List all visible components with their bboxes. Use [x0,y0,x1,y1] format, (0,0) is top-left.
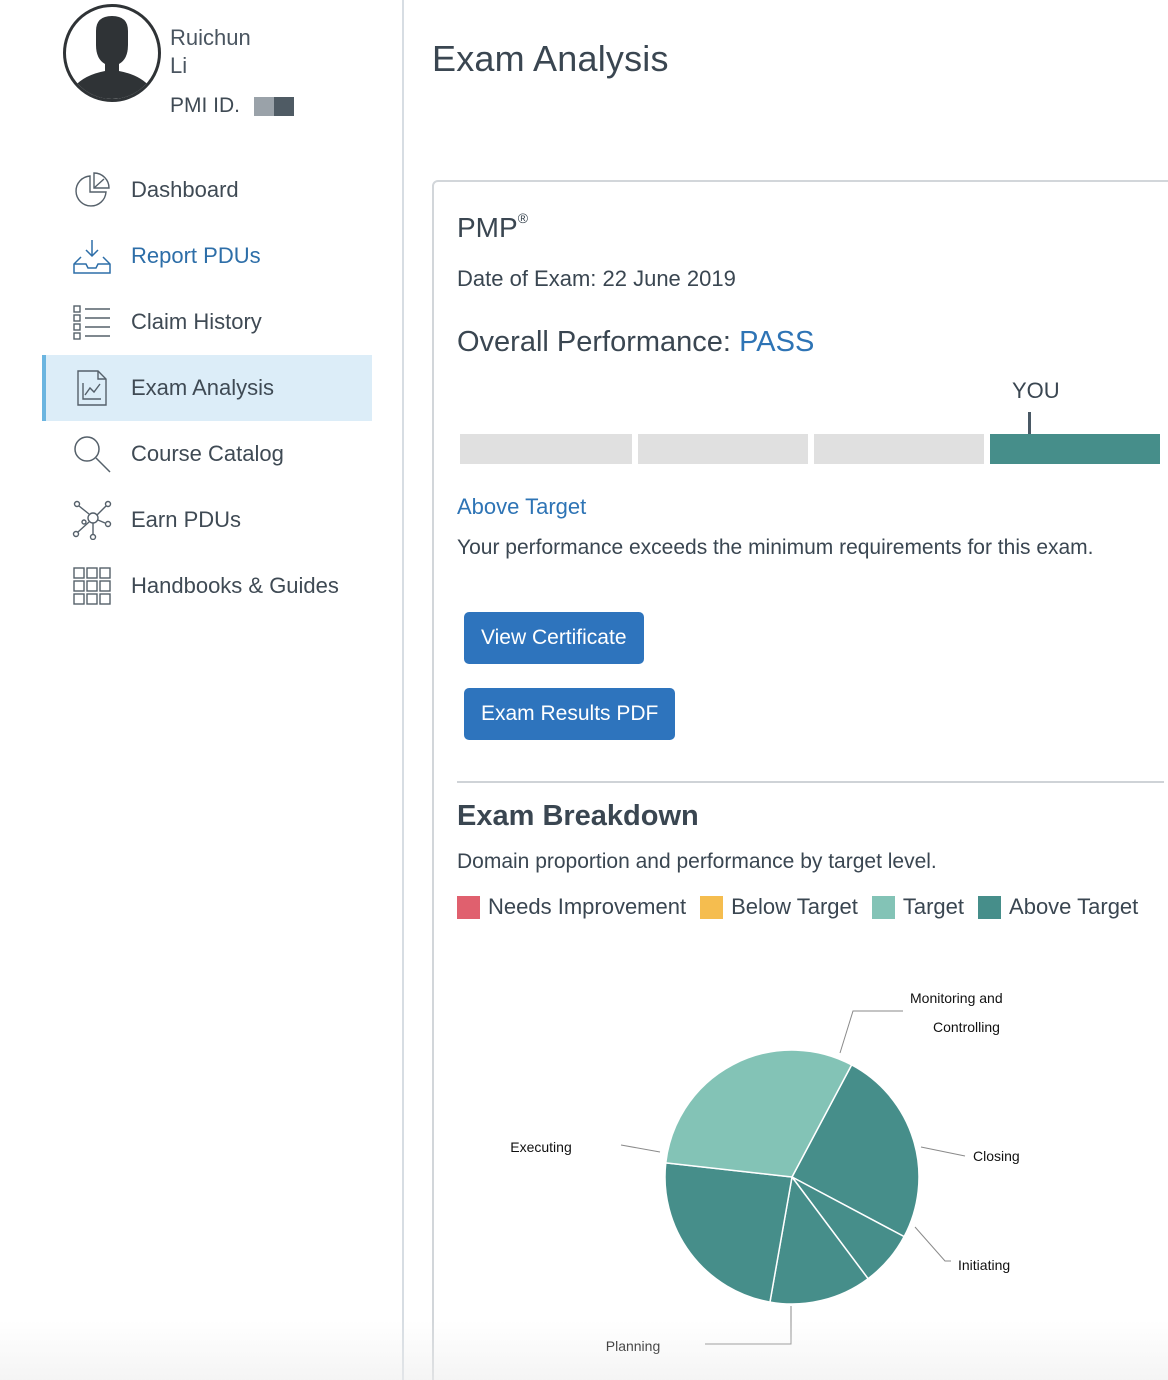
pie-label-leader-line [914,1226,951,1262]
breakdown-title: Exam Breakdown [457,800,699,832]
sidebar: Ruichun Li PMI ID. Dashboard [0,0,404,1380]
sidebar-item-exam-analysis[interactable]: Exam Analysis [42,355,372,421]
pie-slice-label: Executing [510,1139,571,1155]
network-icon [72,500,112,540]
grid-icon [72,566,112,606]
legend-swatch [978,895,1002,919]
pie-slice-label: Monitoring and Controlling [910,990,1003,1035]
sidebar-item-label: Course Catalog [131,441,284,466]
chart-legend: Needs Improvement Below Target Target Above… [457,894,1152,920]
document-chart-icon [72,368,112,408]
sidebar-item-label: Dashboard [131,177,239,202]
legend-swatch [457,895,480,919]
legend-item: Target [871,894,965,920]
exam-date: Date of Exam: 22 June 2019 [457,266,736,291]
search-icon [72,434,112,474]
sidebar-item-report-pdus[interactable]: Report PDUs [42,223,372,289]
sidebar-item-label: Claim History [131,309,262,334]
page-title: Exam Analysis [432,38,669,79]
performance-scale-segment [638,434,808,464]
pie-label-leader-line [839,1010,903,1054]
legend-item: Needs Improvement [457,894,686,920]
exam-name: PMP® [457,210,529,244]
performance-scale-segment [990,434,1160,464]
pie-slice-initiating[interactable] [769,1175,870,1305]
sidebar-nav: Dashboard Report PDUs [42,157,372,619]
performance-scale-segment [460,434,632,464]
pie-slice-executing[interactable] [664,1049,853,1178]
pie-slice-label: Planning [606,1338,661,1354]
user-silhouette-icon [74,16,150,99]
performance-level-title: Above Target [457,494,587,519]
performance-scale [460,434,1160,464]
legend-item: Above Target [978,894,1138,920]
pie-chart-icon [72,170,112,210]
legend-label: Above Target [1009,894,1139,919]
view-certificate-button[interactable]: View Certificate [464,612,644,664]
pmi-id-redacted [254,96,295,116]
user-name: Ruichun Li [170,24,280,80]
list-icon [72,302,112,342]
sidebar-item-label: Report PDUs [131,243,261,268]
you-marker-label: YOU [1012,378,1060,403]
pie-label-leader-line [920,1146,966,1157]
user-last-name: Li [170,53,188,78]
pie-slice-label: Initiating [958,1257,1010,1273]
sidebar-item-course-catalog[interactable]: Course Catalog [42,421,372,487]
sidebar-item-label: Handbooks & Guides [131,573,339,598]
sidebar-item-dashboard[interactable]: Dashboard [42,157,372,223]
breakdown-description: Domain proportion and performance by tar… [457,850,937,873]
legend-label: Needs Improvement [488,894,687,919]
exam-results-pdf-button[interactable]: Exam Results PDF [464,688,676,740]
legend-swatch [871,895,895,919]
legend-swatch [700,895,724,919]
sidebar-item-handbooks-guides[interactable]: Handbooks & Guides [42,553,372,619]
registered-mark: ® [517,210,529,226]
overall-performance: Overall Performance: PASS [457,326,814,359]
inbox-download-icon [72,236,112,276]
pmi-id-label: PMI ID. [170,94,241,117]
overall-performance-label: Overall Performance: [457,326,731,358]
user-first-name: Ruichun [170,25,251,50]
performance-scale-segment [814,434,984,464]
sidebar-item-label: Exam Analysis [131,375,275,400]
legend-label: Below Target [731,894,858,919]
sidebar-item-earn-pdus[interactable]: Earn PDUs [42,487,372,553]
sidebar-item-claim-history[interactable]: Claim History [42,289,372,355]
pie-slice-planning[interactable] [664,1162,793,1303]
legend-label: Target [902,894,965,919]
overall-performance-result: PASS [739,326,815,358]
legend-item: Below Target [700,894,858,920]
pie-label-leader-line [620,1144,661,1153]
section-divider [457,781,1164,783]
pie-slice-label: Closing [973,1148,1020,1164]
pie-label-leader-line [705,1306,792,1345]
pmi-id-row: PMI ID. [170,94,295,118]
sidebar-item-label: Earn PDUs [131,507,242,532]
exam-name-text: PMP [457,212,518,243]
you-marker-tick [1028,412,1031,434]
avatar[interactable] [63,4,161,102]
domain-pie-chart: Monitoring and Controlling Closing Initiati… [510,990,1020,1354]
performance-level-description: Your performance exceeds the minimum req… [457,536,1094,559]
